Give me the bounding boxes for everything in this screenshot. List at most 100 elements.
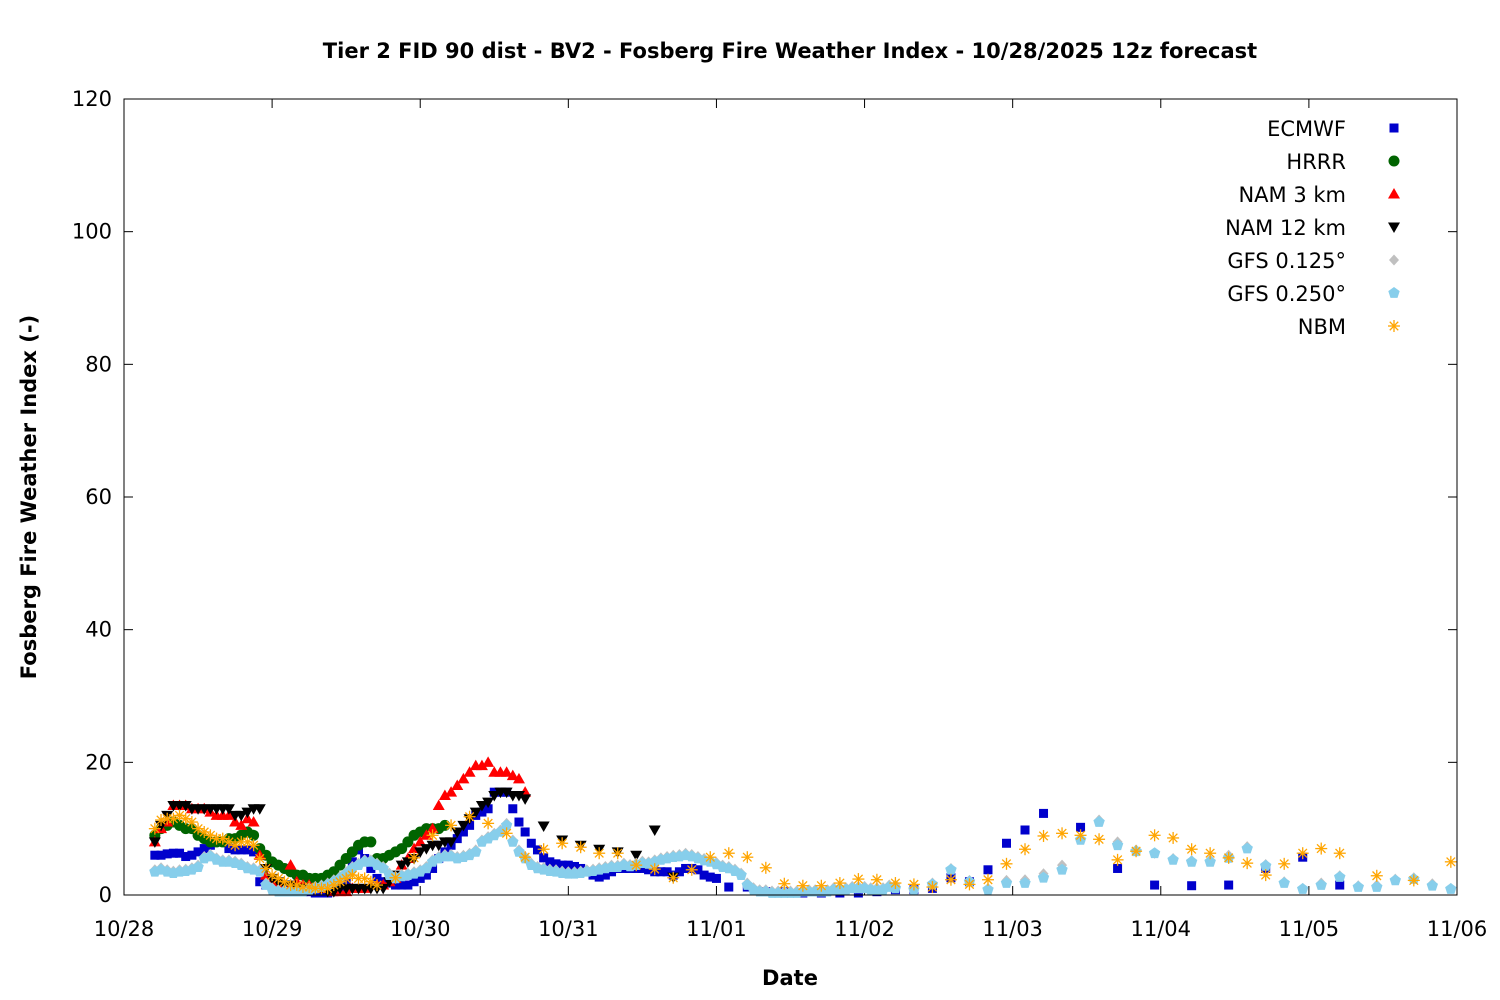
data-point	[704, 851, 717, 864]
data-point	[1278, 857, 1291, 870]
data-point	[1037, 829, 1050, 842]
data-point	[364, 875, 377, 888]
data-point	[452, 834, 462, 844]
data-point	[415, 873, 425, 883]
data-point	[372, 873, 382, 883]
data-point	[1296, 847, 1309, 860]
data-point	[477, 807, 487, 817]
legend-label: NAM 3 km	[1238, 183, 1346, 207]
x-tick-label: 11/06	[1427, 917, 1488, 941]
data-point	[389, 871, 402, 884]
x-tick-label: 11/02	[834, 917, 895, 941]
data-point	[371, 879, 384, 892]
axis-ticks: 0 20 40 60 80 100 120 10/28 10/29 10/30 10/31 11/01…	[72, 87, 1487, 941]
data-point	[1224, 880, 1234, 890]
data-point	[907, 878, 920, 891]
data-point	[1278, 877, 1290, 888]
data-point	[1187, 881, 1197, 891]
data-point	[526, 838, 536, 848]
data-point	[945, 863, 957, 875]
legend-label: GFS 0.125°	[1227, 249, 1346, 273]
data-point	[520, 827, 530, 837]
data-point	[391, 880, 401, 890]
data-point	[192, 822, 205, 835]
data-point	[1185, 855, 1198, 867]
data-point	[1039, 808, 1049, 818]
data-point	[458, 827, 468, 837]
chart-title: Tier 2 FID 90 dist - BV2 - Fosberg Fire …	[323, 39, 1257, 63]
data-point	[1297, 883, 1309, 894]
data-point	[290, 879, 303, 892]
data-point	[796, 879, 809, 892]
data-point	[193, 847, 203, 857]
data-point	[537, 843, 550, 856]
series-nbm	[148, 809, 1457, 895]
data-point	[705, 872, 715, 882]
data-point	[512, 772, 525, 784]
data-point	[236, 845, 246, 855]
data-point	[148, 837, 161, 848]
data-point	[175, 848, 185, 858]
data-point	[648, 825, 661, 836]
data-point	[889, 877, 902, 890]
legend: ECMWF HRRR NAM 3 km NAM 12 km GFS 0.125° GFS …	[1225, 117, 1400, 339]
data-point	[278, 875, 291, 888]
data-points	[148, 756, 1457, 898]
data-point	[408, 851, 421, 864]
data-point	[451, 779, 464, 791]
data-point	[735, 869, 747, 880]
data-point	[724, 882, 734, 892]
data-point	[156, 850, 166, 860]
data-point	[272, 872, 285, 885]
data-point	[514, 817, 524, 827]
data-point	[463, 766, 476, 777]
data-point	[365, 836, 377, 848]
data-point	[944, 873, 957, 886]
data-point	[1150, 880, 1160, 890]
x-tick-label: 10/30	[390, 917, 451, 941]
data-point	[216, 832, 229, 845]
data-point	[249, 847, 259, 857]
data-point	[445, 786, 458, 797]
data-point	[168, 848, 178, 858]
legend-marker-icon	[1388, 188, 1400, 199]
data-point	[420, 829, 433, 840]
data-point	[1185, 843, 1198, 856]
data-point	[551, 859, 561, 869]
data-point	[179, 800, 192, 812]
data-point	[778, 877, 791, 890]
data-point	[508, 804, 518, 814]
y-tick-label: 60	[85, 485, 112, 509]
y-tick-label: 40	[85, 618, 112, 642]
data-point	[1148, 847, 1161, 859]
data-point	[235, 810, 248, 822]
data-point	[469, 807, 482, 819]
data-point	[403, 880, 413, 890]
data-point	[1370, 869, 1383, 882]
data-point	[519, 794, 532, 805]
data-point	[420, 844, 433, 855]
data-point	[426, 822, 439, 834]
data-point	[1001, 838, 1011, 848]
data-point	[1056, 827, 1069, 840]
data-point	[247, 816, 260, 827]
x-tick-label: 11/01	[686, 917, 747, 941]
y-tick-label: 20	[85, 750, 112, 774]
data-point	[470, 845, 482, 857]
data-point	[475, 759, 488, 771]
data-point	[222, 804, 235, 815]
data-point	[594, 872, 604, 882]
data-point	[611, 847, 624, 860]
data-point	[870, 873, 883, 886]
x-tick-label: 10/28	[94, 917, 155, 941]
data-point	[451, 827, 464, 838]
data-point	[482, 797, 495, 809]
x-tick-label: 10/29	[242, 917, 303, 941]
data-point	[556, 837, 569, 850]
data-point	[630, 859, 643, 872]
data-point	[414, 847, 427, 858]
data-point	[401, 857, 414, 868]
data-point	[926, 881, 939, 894]
data-point	[1352, 881, 1364, 892]
